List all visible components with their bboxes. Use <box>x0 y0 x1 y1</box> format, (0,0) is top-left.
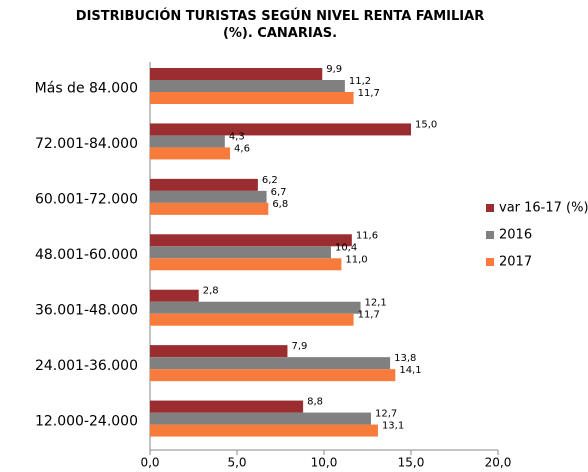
data-label: 11,7 <box>358 310 380 321</box>
bar <box>150 202 269 215</box>
bar <box>150 92 354 104</box>
legend-swatch <box>486 258 494 266</box>
y-tick-label: 12.000-24.000 <box>35 413 138 429</box>
legend-label: 2016 <box>499 228 532 243</box>
data-label: 4,6 <box>234 143 250 154</box>
bar <box>150 123 411 136</box>
data-label: 8,8 <box>307 397 323 408</box>
data-label: 11,0 <box>345 254 367 265</box>
bar <box>150 424 378 437</box>
x-tick-label: 0,0 <box>140 456 159 470</box>
y-tick-label: 60.001-72.000 <box>35 192 138 208</box>
legend-label: 2017 <box>499 255 532 270</box>
y-tick-label: 72.001-84.000 <box>35 136 138 152</box>
data-label: 6,2 <box>262 175 278 186</box>
data-label: 12,1 <box>365 298 387 309</box>
x-tick-label: 20,0 <box>485 456 512 470</box>
y-tick-label: 36.001-48.000 <box>35 302 138 318</box>
bar <box>150 400 304 413</box>
y-tick-label: 48.001-60.000 <box>35 247 138 263</box>
bar <box>150 412 371 425</box>
data-label: 11,7 <box>358 88 380 99</box>
bar <box>150 80 345 92</box>
y-tick-label: 24.001-36.000 <box>35 358 138 374</box>
data-label: 6,7 <box>271 187 287 198</box>
y-tick-label: Más de 84.000 <box>35 81 138 97</box>
data-label: 9,9 <box>326 64 342 75</box>
bar <box>150 246 331 259</box>
bar <box>150 178 258 191</box>
data-label: 2,8 <box>203 286 219 297</box>
bar <box>150 301 361 314</box>
legend-label: var 16-17 (%) <box>499 201 588 216</box>
data-label: 15,0 <box>415 119 437 130</box>
bar <box>150 68 323 80</box>
data-label: 12,7 <box>375 409 397 420</box>
bar <box>150 313 354 326</box>
data-label: 6,8 <box>272 199 288 210</box>
bar <box>150 357 391 370</box>
data-label: 14,1 <box>399 365 421 376</box>
bar <box>150 289 199 302</box>
bar <box>150 190 267 203</box>
x-tick-label: 15,0 <box>398 456 425 470</box>
bar <box>150 234 352 247</box>
data-label: 11,6 <box>356 230 378 241</box>
chart-title: DISTRIBUCIÓN TURISTAS SEGÚN NIVEL RENTA … <box>75 9 485 41</box>
data-label: 13,8 <box>394 353 416 364</box>
bar <box>150 147 231 160</box>
x-tick-label: 10,0 <box>311 456 338 470</box>
bar <box>150 258 342 271</box>
bar <box>150 135 225 148</box>
legend-swatch <box>486 204 494 212</box>
data-label: 7,9 <box>291 341 307 352</box>
bar <box>150 345 288 358</box>
data-label: 13,1 <box>382 421 404 432</box>
data-label: 10,4 <box>335 242 357 253</box>
legend-swatch <box>486 231 494 239</box>
bar <box>150 369 396 382</box>
data-label: 4,3 <box>229 131 245 142</box>
data-label: 11,2 <box>349 76 371 87</box>
x-tick-label: 5,0 <box>227 456 246 470</box>
